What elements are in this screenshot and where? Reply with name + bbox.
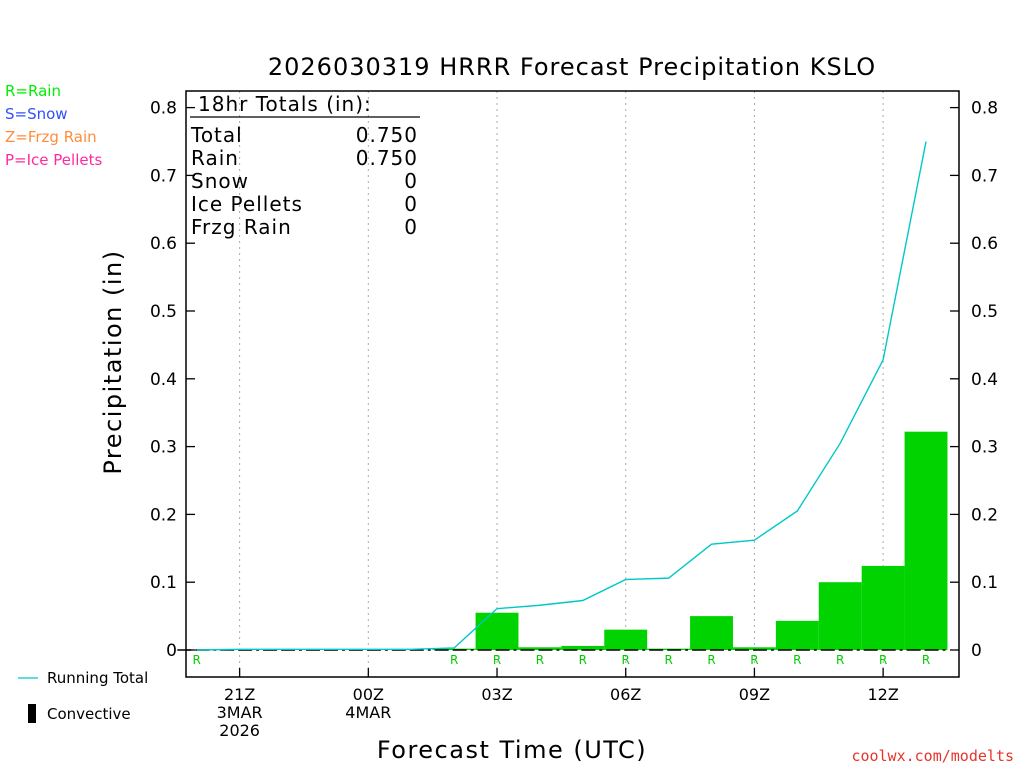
bottom-legend: Running Total Convective xyxy=(18,669,148,723)
precip-bar xyxy=(604,629,648,650)
ticks-layer: R R R R R R R R R R R R R0 00.1 0.10.2 0.20.3 0.30.4 0.40… xyxy=(150,99,998,740)
totals-row-value: 0 xyxy=(404,192,418,216)
precip-type-marker: R xyxy=(622,653,630,667)
x-tick-label: 03Z xyxy=(481,685,512,704)
x-tick-label: 4MAR xyxy=(345,703,391,722)
y-axis-label: Precipitation (in) xyxy=(99,249,127,474)
precip-type-marker: R xyxy=(193,653,201,667)
totals-row-label: Snow xyxy=(191,169,249,193)
y-tick-label-right: 0.5 xyxy=(971,302,998,322)
y-tick-label-left: 0.1 xyxy=(150,573,177,593)
running-total-line xyxy=(196,141,927,651)
y-tick-label-left: 0.6 xyxy=(150,234,177,254)
y-tick-label-left: 0.2 xyxy=(150,505,177,525)
precip-type-marker: R xyxy=(879,653,887,667)
totals-row-label: Frzg Rain xyxy=(191,215,292,239)
x-tick-label: 09Z xyxy=(739,685,770,704)
totals-row-label: Total xyxy=(190,123,243,147)
precip-bar xyxy=(518,647,562,650)
y-tick-label-left: 0.3 xyxy=(150,438,177,458)
totals-header: 18hr Totals (in): xyxy=(198,92,372,116)
precip-bar xyxy=(732,647,776,650)
precip-type-legend-item: P=Ice Pellets xyxy=(5,151,102,169)
precip-type-marker: R xyxy=(922,653,930,667)
totals-row-label: Ice Pellets xyxy=(191,192,303,216)
y-tick-label-right: 0 xyxy=(971,641,982,661)
precip-bar xyxy=(561,645,605,650)
y-tick-label-right: 0.2 xyxy=(971,505,998,525)
precip-bar xyxy=(775,620,819,650)
totals-row-value: 0.750 xyxy=(356,146,418,170)
y-tick-label-right: 0.4 xyxy=(971,370,998,390)
running-total-legend-label: Running Total xyxy=(47,669,148,687)
y-tick-label-right: 0.6 xyxy=(971,234,998,254)
totals-row-value: 0.750 xyxy=(356,123,418,147)
y-tick-label-left: 0.8 xyxy=(150,99,177,119)
precip-type-legend-item: S=Snow xyxy=(5,105,68,123)
x-tick-label: 21Z xyxy=(224,685,255,704)
precip-type-marker: R xyxy=(836,653,844,667)
y-tick-label-right: 0.8 xyxy=(971,99,998,119)
x-tick-label: 00Z xyxy=(353,685,384,704)
y-tick-label-right: 0.1 xyxy=(971,573,998,593)
precip-type-legend: R=Rain S=Snow Z=Frzg Rain P=Ice Pellets xyxy=(5,82,102,169)
convective-legend-label: Convective xyxy=(47,705,131,723)
plot-frame xyxy=(185,90,960,678)
precip-type-marker: R xyxy=(579,653,587,667)
y-tick-label-right: 0.3 xyxy=(971,438,998,458)
precip-bar xyxy=(904,431,948,650)
precip-type-marker: R xyxy=(750,653,758,667)
precip-type-marker: R xyxy=(450,653,458,667)
precip-type-legend-item: Z=Frzg Rain xyxy=(5,128,97,146)
y-tick-label-right: 0.7 xyxy=(971,166,998,186)
totals-row-value: 0 xyxy=(404,169,418,193)
y-tick-label-left: 0.7 xyxy=(150,166,177,186)
totals-row-value: 0 xyxy=(404,215,418,239)
totals-box: 18hr Totals (in): Total 0.750 Rain 0.750 Sno… xyxy=(190,92,420,239)
x-tick-label: 06Z xyxy=(610,685,641,704)
precip-bar xyxy=(475,612,519,650)
bars-layer xyxy=(177,431,948,651)
precip-type-marker: R xyxy=(493,653,501,667)
x-tick-label: 3MAR xyxy=(217,703,263,722)
running-total-layer xyxy=(196,141,927,651)
y-tick-label-left: 0.4 xyxy=(150,370,177,390)
x-axis-label: Forecast Time (UTC) xyxy=(377,736,647,764)
precip-bar xyxy=(690,616,733,650)
precip-bar xyxy=(818,582,862,650)
precip-type-marker: R xyxy=(707,653,715,667)
precip-type-marker: R xyxy=(664,653,672,667)
y-tick-label-left: 0 xyxy=(166,641,177,661)
axes-layer xyxy=(185,90,960,678)
x-tick-label: 2026 xyxy=(219,721,260,740)
chart-title: 2026030319 HRRR Forecast Precipitation K… xyxy=(268,53,876,81)
precip-type-marker: R xyxy=(536,653,544,667)
precip-type-marker: R xyxy=(793,653,801,667)
totals-row-label: Rain xyxy=(191,146,239,170)
precip-bar xyxy=(861,565,905,650)
grid-layer xyxy=(239,91,884,677)
x-tick-label: 12Z xyxy=(867,685,898,704)
y-tick-label-left: 0.5 xyxy=(150,302,177,322)
credit-text: coolwx.com/modelts xyxy=(851,747,1014,765)
precip-type-legend-item: R=Rain xyxy=(5,82,61,100)
convective-legend-swatch xyxy=(28,704,36,723)
